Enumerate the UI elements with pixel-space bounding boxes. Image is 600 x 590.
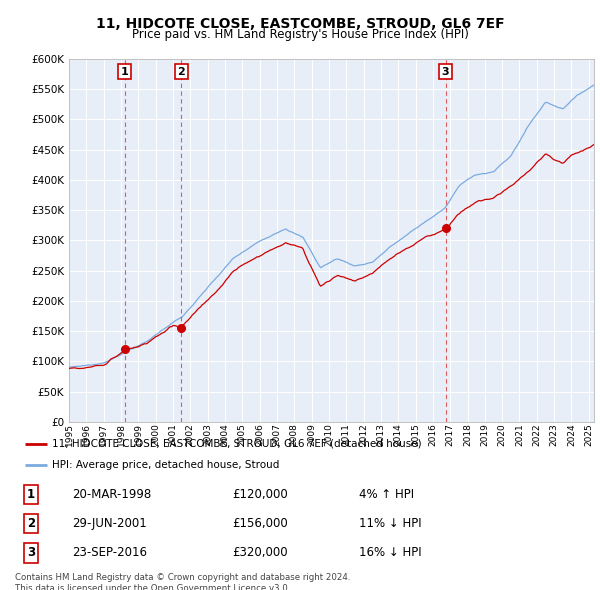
Text: 11, HIDCOTE CLOSE, EASTCOMBE, STROUD, GL6 7EF: 11, HIDCOTE CLOSE, EASTCOMBE, STROUD, GL… [95,17,505,31]
Text: 29-JUN-2001: 29-JUN-2001 [73,517,147,530]
Text: 11, HIDCOTE CLOSE, EASTCOMBE, STROUD, GL6 7EF (detached house): 11, HIDCOTE CLOSE, EASTCOMBE, STROUD, GL… [52,439,422,449]
Text: Contains HM Land Registry data © Crown copyright and database right 2024.
This d: Contains HM Land Registry data © Crown c… [15,573,350,590]
Text: 16% ↓ HPI: 16% ↓ HPI [359,546,421,559]
Text: £320,000: £320,000 [233,546,289,559]
Text: 2: 2 [27,517,35,530]
Text: 4% ↑ HPI: 4% ↑ HPI [359,488,414,501]
Text: £120,000: £120,000 [233,488,289,501]
Text: 20-MAR-1998: 20-MAR-1998 [73,488,152,501]
Text: 1: 1 [121,67,128,77]
Text: 3: 3 [442,67,449,77]
Text: 11% ↓ HPI: 11% ↓ HPI [359,517,421,530]
Text: 2: 2 [178,67,185,77]
Text: 23-SEP-2016: 23-SEP-2016 [73,546,148,559]
Text: Price paid vs. HM Land Registry's House Price Index (HPI): Price paid vs. HM Land Registry's House … [131,28,469,41]
Text: 1: 1 [27,488,35,501]
Text: HPI: Average price, detached house, Stroud: HPI: Average price, detached house, Stro… [52,460,280,470]
Text: 3: 3 [27,546,35,559]
Text: £156,000: £156,000 [233,517,289,530]
